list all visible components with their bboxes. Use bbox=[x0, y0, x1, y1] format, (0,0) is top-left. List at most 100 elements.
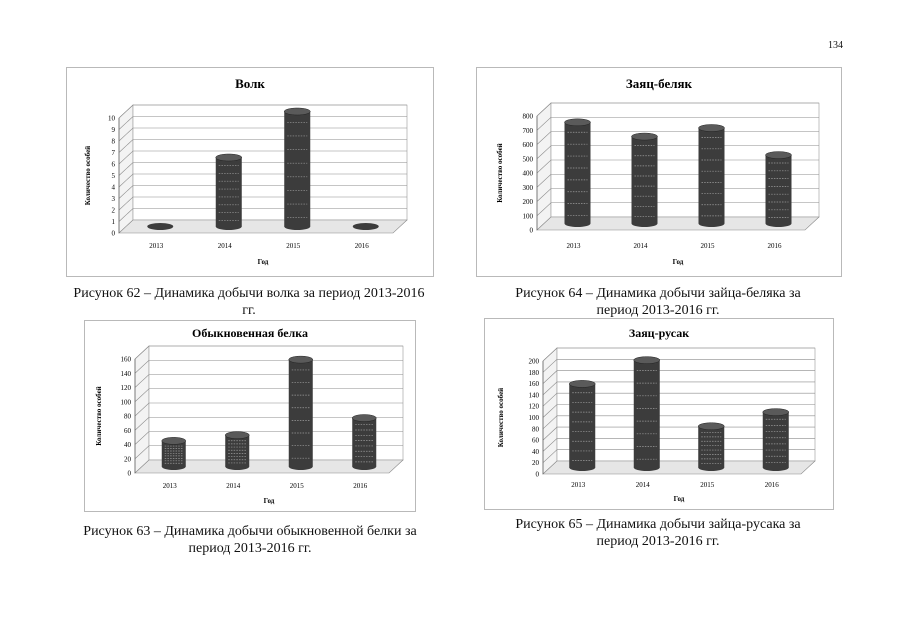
bar-2014 bbox=[225, 431, 250, 470]
gridline bbox=[118, 173, 407, 188]
y-axis-title: Количество особей bbox=[496, 143, 504, 202]
bar-2016 bbox=[352, 223, 379, 230]
gridline bbox=[134, 388, 403, 402]
gridline bbox=[134, 374, 403, 388]
y-tick-label: 5 bbox=[112, 172, 116, 180]
gridline bbox=[134, 416, 403, 431]
gridline bbox=[536, 202, 819, 216]
bar-top bbox=[225, 431, 250, 439]
gridline bbox=[134, 445, 403, 459]
y-tick-label: 6 bbox=[112, 161, 116, 169]
bar-body bbox=[352, 418, 377, 467]
y-tick-label: 20 bbox=[532, 459, 540, 467]
y-tick-label: 40 bbox=[124, 441, 132, 449]
x-axis-title: Год bbox=[673, 258, 684, 266]
x-tick-label: 2015 bbox=[286, 242, 301, 250]
gridline bbox=[536, 131, 819, 145]
bar-2016 bbox=[765, 151, 792, 227]
gridline bbox=[536, 145, 819, 159]
y-tick-label: 300 bbox=[523, 184, 534, 192]
y-tick-label: 60 bbox=[124, 427, 132, 435]
y-tick-label: 20 bbox=[124, 455, 132, 463]
chart-squirrel: Обыкновенная белка 0 20 40 60 80 100 120 140 160 2… bbox=[84, 320, 416, 512]
y-axis-title: Количество особей bbox=[497, 388, 505, 447]
bar-2015 bbox=[698, 422, 725, 471]
gridline bbox=[542, 404, 815, 418]
y-tick-label: 180 bbox=[529, 369, 540, 377]
gridline bbox=[542, 438, 815, 452]
floor bbox=[134, 459, 404, 474]
bar-top bbox=[215, 153, 242, 162]
bar-2014 bbox=[633, 356, 660, 471]
x-tick-label: 2015 bbox=[290, 482, 305, 490]
bar-top bbox=[698, 422, 725, 431]
bar-base bbox=[352, 463, 377, 470]
gridline bbox=[134, 345, 403, 360]
bar-base bbox=[569, 464, 596, 471]
bar-body bbox=[564, 122, 591, 224]
y-tick-label: 200 bbox=[523, 198, 534, 206]
chart-title: Заяц-русак bbox=[629, 326, 689, 340]
bar-body bbox=[569, 383, 596, 468]
gridline bbox=[118, 150, 407, 165]
bar-base bbox=[352, 223, 379, 230]
y-tick-label: 200 bbox=[529, 358, 540, 366]
bar-body bbox=[288, 359, 313, 467]
chart-title: Заяц-беляк bbox=[626, 76, 693, 91]
x-axis-title: Год bbox=[258, 258, 269, 266]
gridline bbox=[118, 104, 407, 119]
bar-base bbox=[633, 464, 660, 471]
bar-2013 bbox=[147, 223, 174, 230]
gridline bbox=[542, 415, 815, 430]
gridline bbox=[118, 127, 407, 142]
bar-body bbox=[633, 360, 660, 468]
gridline bbox=[134, 359, 403, 374]
floor bbox=[118, 219, 408, 234]
bar-body bbox=[698, 426, 725, 468]
bar-2013 bbox=[564, 118, 591, 227]
chart-title: Волк bbox=[235, 76, 265, 91]
y-tick-label: 80 bbox=[124, 413, 132, 421]
bar-top bbox=[765, 151, 792, 159]
y-axis-title: Количество особей bbox=[95, 386, 103, 445]
y-tick-label: 140 bbox=[121, 370, 132, 378]
floor bbox=[542, 460, 816, 475]
chart-hare-white: Заяц-беляк 0 100 200 300 400 500 600 700 800 2013 2… bbox=[476, 67, 842, 277]
gridline bbox=[134, 431, 403, 445]
caption-hare-brown: Рисунок 65 – Динамика добычи зайца-русак… bbox=[515, 517, 801, 549]
y-tick-label: 60 bbox=[532, 437, 540, 445]
y-tick-label: 2 bbox=[112, 207, 116, 215]
bar-top bbox=[633, 356, 660, 364]
gridline bbox=[542, 358, 815, 373]
bar-body bbox=[225, 435, 250, 467]
bar-2016 bbox=[352, 414, 377, 470]
y-tick-label: 700 bbox=[523, 127, 534, 135]
bar-body bbox=[215, 157, 242, 227]
caption-wolf: Рисунок 62 – Динамика добычи волка за пе… bbox=[73, 286, 425, 318]
bar-base bbox=[288, 463, 313, 470]
gridline bbox=[542, 347, 815, 362]
x-tick-label: 2014 bbox=[226, 482, 241, 490]
x-axis-title: Год bbox=[264, 497, 275, 505]
gridline bbox=[118, 139, 407, 153]
bar-2016 bbox=[762, 408, 789, 471]
bar-base bbox=[284, 223, 311, 230]
bar-2013 bbox=[569, 380, 596, 471]
y-tick-label: 100 bbox=[121, 398, 132, 406]
y-tick-label: 0 bbox=[128, 470, 132, 478]
y-tick-label: 0 bbox=[536, 471, 540, 479]
y-tick-label: 140 bbox=[529, 391, 540, 399]
bar-base bbox=[765, 220, 792, 227]
x-tick-label: 2013 bbox=[163, 482, 178, 490]
y-axis-title: Количество особей bbox=[84, 146, 92, 205]
gridline bbox=[118, 196, 407, 211]
bar-top bbox=[161, 437, 186, 445]
y-tick-label: 100 bbox=[523, 212, 534, 220]
x-tick-label: 2013 bbox=[149, 242, 164, 250]
x-tick-label: 2013 bbox=[567, 242, 582, 250]
x-axis-title: Год bbox=[674, 495, 685, 503]
bar-top bbox=[762, 408, 789, 416]
bar-base bbox=[762, 464, 789, 471]
x-tick-label: 2014 bbox=[634, 242, 649, 250]
y-tick-label: 600 bbox=[523, 141, 534, 149]
